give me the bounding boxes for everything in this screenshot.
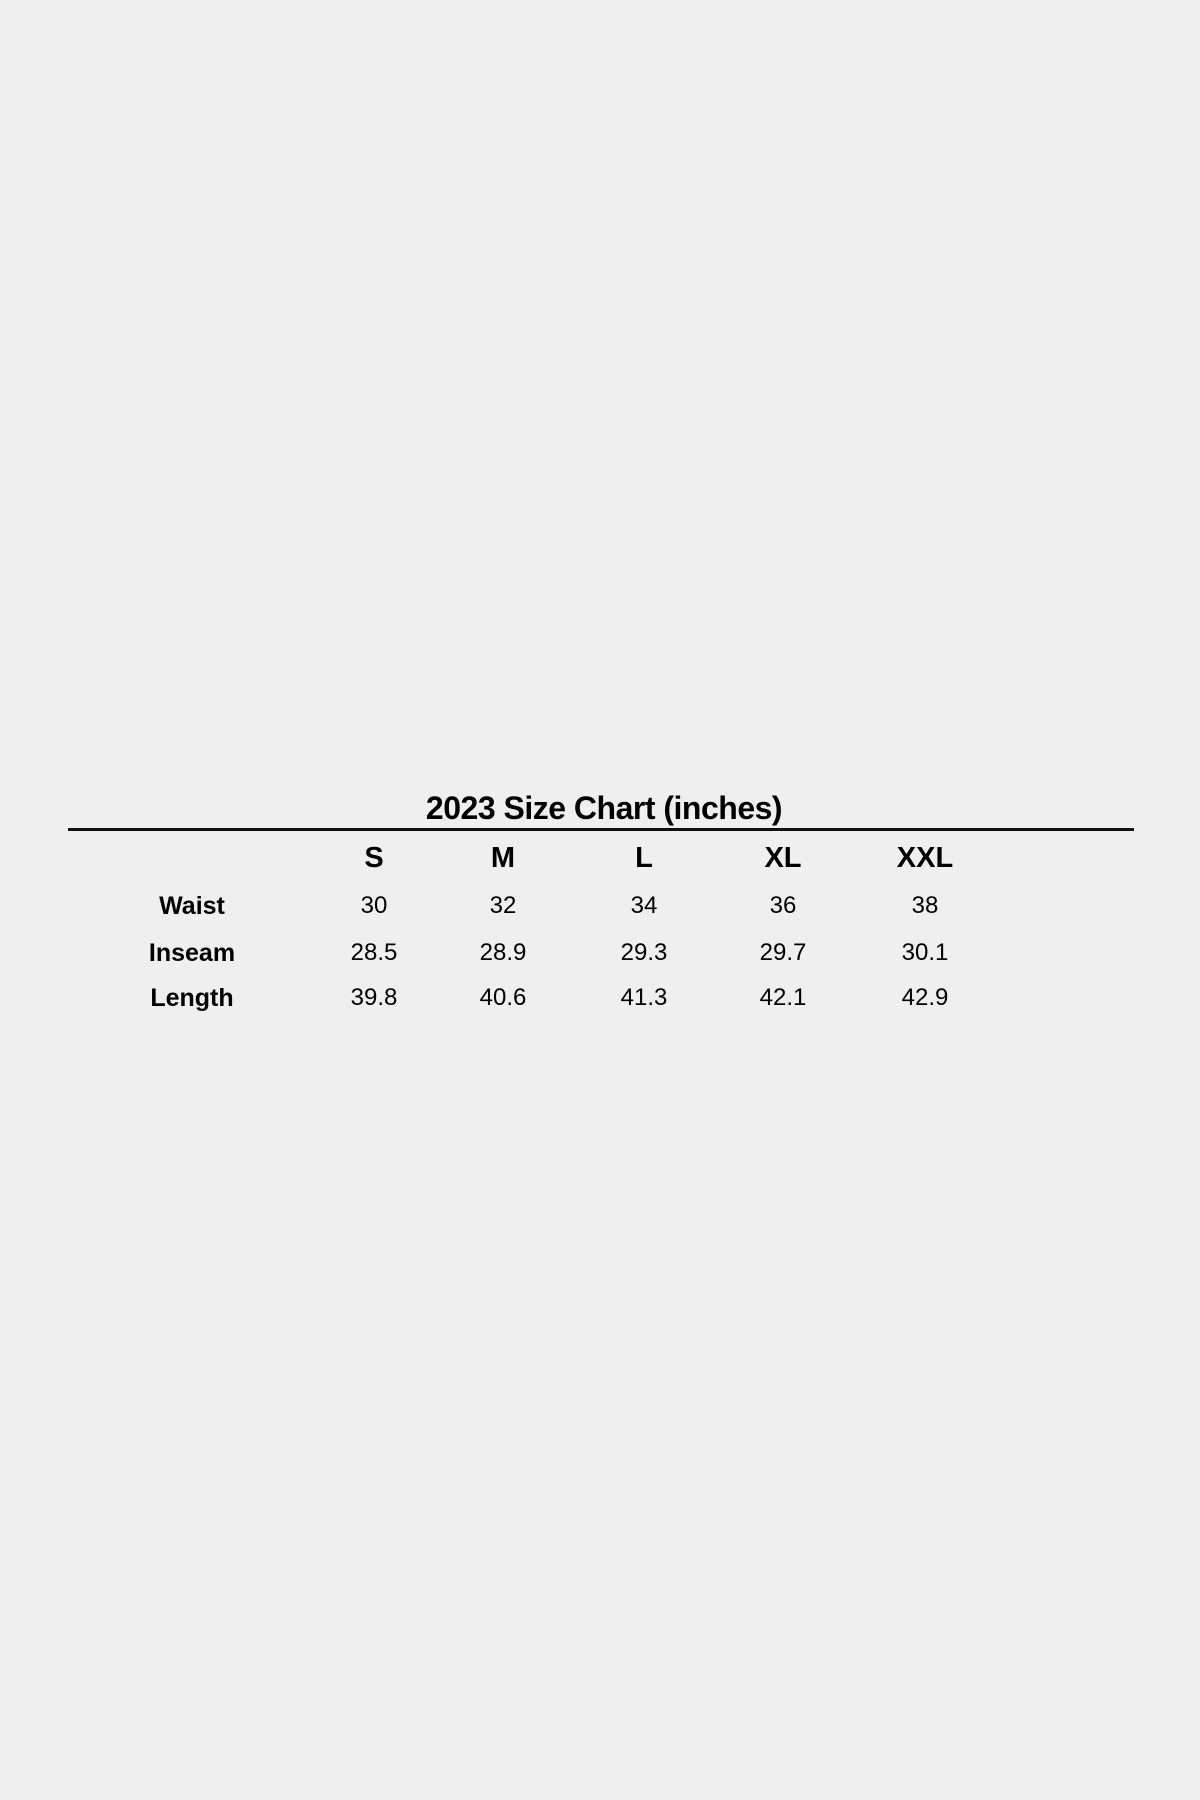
table-cell: 34 xyxy=(630,892,658,919)
table-cell: 30 xyxy=(360,892,388,919)
table-cell: 38 xyxy=(911,892,939,919)
table-cell: 39.8 xyxy=(350,984,398,1011)
table-cell: 40.6 xyxy=(479,984,527,1011)
table-cell: 42.1 xyxy=(759,984,807,1011)
table-cell: 29.7 xyxy=(759,939,807,966)
row-label-inseam: Inseam xyxy=(148,939,236,967)
column-header-l: L xyxy=(635,842,653,874)
table-cell: 28.5 xyxy=(350,939,398,966)
row-label-waist: Waist xyxy=(159,892,225,920)
column-header-xxl: XXL xyxy=(896,842,954,874)
chart-title: 2023 Size Chart (inches) xyxy=(425,790,783,826)
column-header-m: M xyxy=(490,842,516,874)
column-header-xl: XL xyxy=(764,842,802,874)
column-header-s: S xyxy=(364,842,384,874)
table-cell: 42.9 xyxy=(901,984,949,1011)
row-label-length: Length xyxy=(150,984,234,1012)
table-cell: 32 xyxy=(489,892,517,919)
table-cell: 36 xyxy=(769,892,797,919)
title-divider xyxy=(68,828,1134,831)
table-cell: 41.3 xyxy=(620,984,668,1011)
table-cell: 28.9 xyxy=(479,939,527,966)
table-cell: 30.1 xyxy=(901,939,949,966)
table-cell: 29.3 xyxy=(620,939,668,966)
